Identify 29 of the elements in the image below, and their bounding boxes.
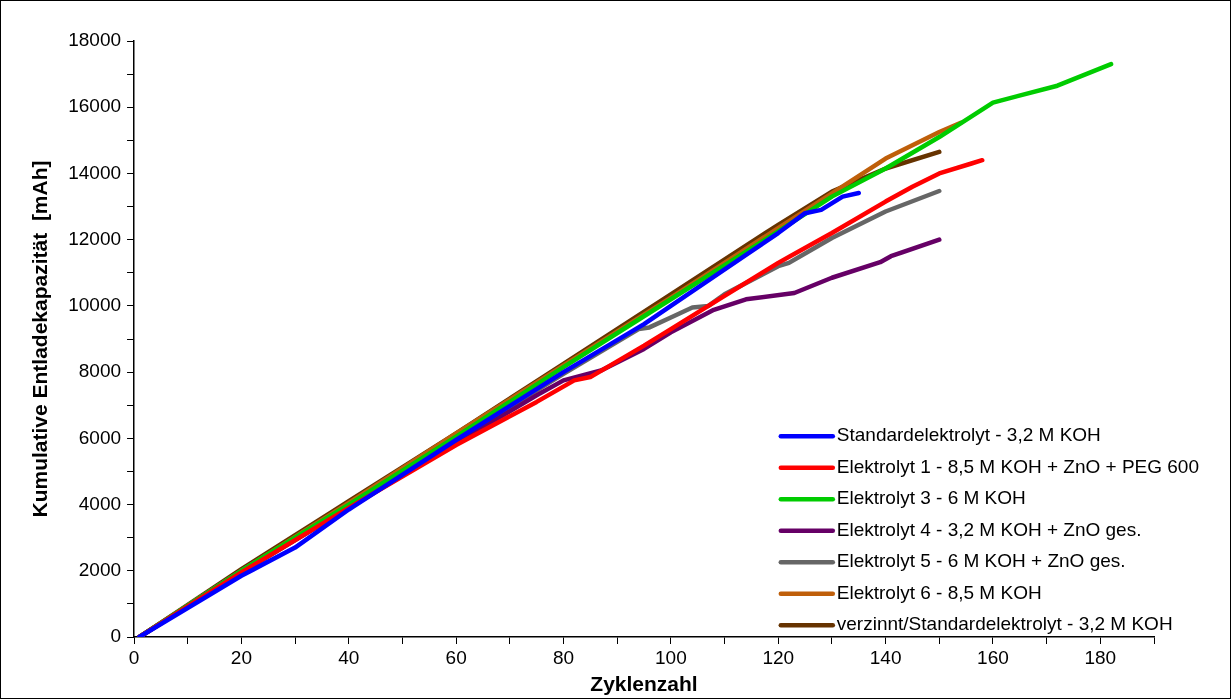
y-tick-label: 2000	[78, 559, 122, 581]
legend-label: Elektrolyt 4 - 3,2 M KOH + ZnO ges.	[836, 518, 1142, 540]
x-tick-label: 60	[445, 646, 467, 668]
y-tick-label: 14000	[68, 161, 122, 183]
x-tick-label: 100	[655, 646, 687, 668]
legend-label: Standardelektrolyt - 3,2 M KOH	[836, 424, 1101, 446]
x-tick-label: 80	[552, 646, 575, 668]
legend-label: Elektrolyt 1 - 8,5 M KOH + ZnO + PEG 600	[836, 455, 1200, 477]
y-tick-label: 18000	[68, 29, 122, 51]
y-tick-label: 6000	[78, 426, 122, 448]
x-tick-label: 20	[230, 646, 252, 668]
legend-label: Elektrolyt 3 - 6 M KOH	[836, 487, 1026, 509]
legend-label: Elektrolyt 6 - 8,5 M KOH	[836, 581, 1042, 603]
y-tick-label: 4000	[78, 492, 122, 514]
x-tick-label: 40	[338, 646, 360, 668]
x-axis-title: Zyklenzahl	[590, 672, 698, 696]
x-tick-label: 160	[977, 646, 1009, 668]
y-tick-label: 10000	[68, 294, 122, 316]
legend-label: verzinnt/Standardelektrolyt - 3,2 M KOH	[836, 613, 1173, 635]
x-tick-label: 140	[869, 646, 902, 668]
y-tick-label: 0	[110, 625, 122, 647]
y-tick-label: 16000	[68, 95, 122, 117]
x-tick-label: 0	[128, 646, 140, 668]
y-axis-title: Kumulative Entladekapazität [mAh]	[28, 160, 52, 518]
y-tick-label: 8000	[78, 360, 122, 382]
x-tick-label: 180	[1084, 646, 1117, 668]
y-tick-label: 12000	[68, 227, 122, 249]
legend-label: Elektrolyt 5 - 6 M KOH + ZnO ges.	[836, 550, 1126, 572]
x-tick-label: 120	[762, 646, 795, 668]
